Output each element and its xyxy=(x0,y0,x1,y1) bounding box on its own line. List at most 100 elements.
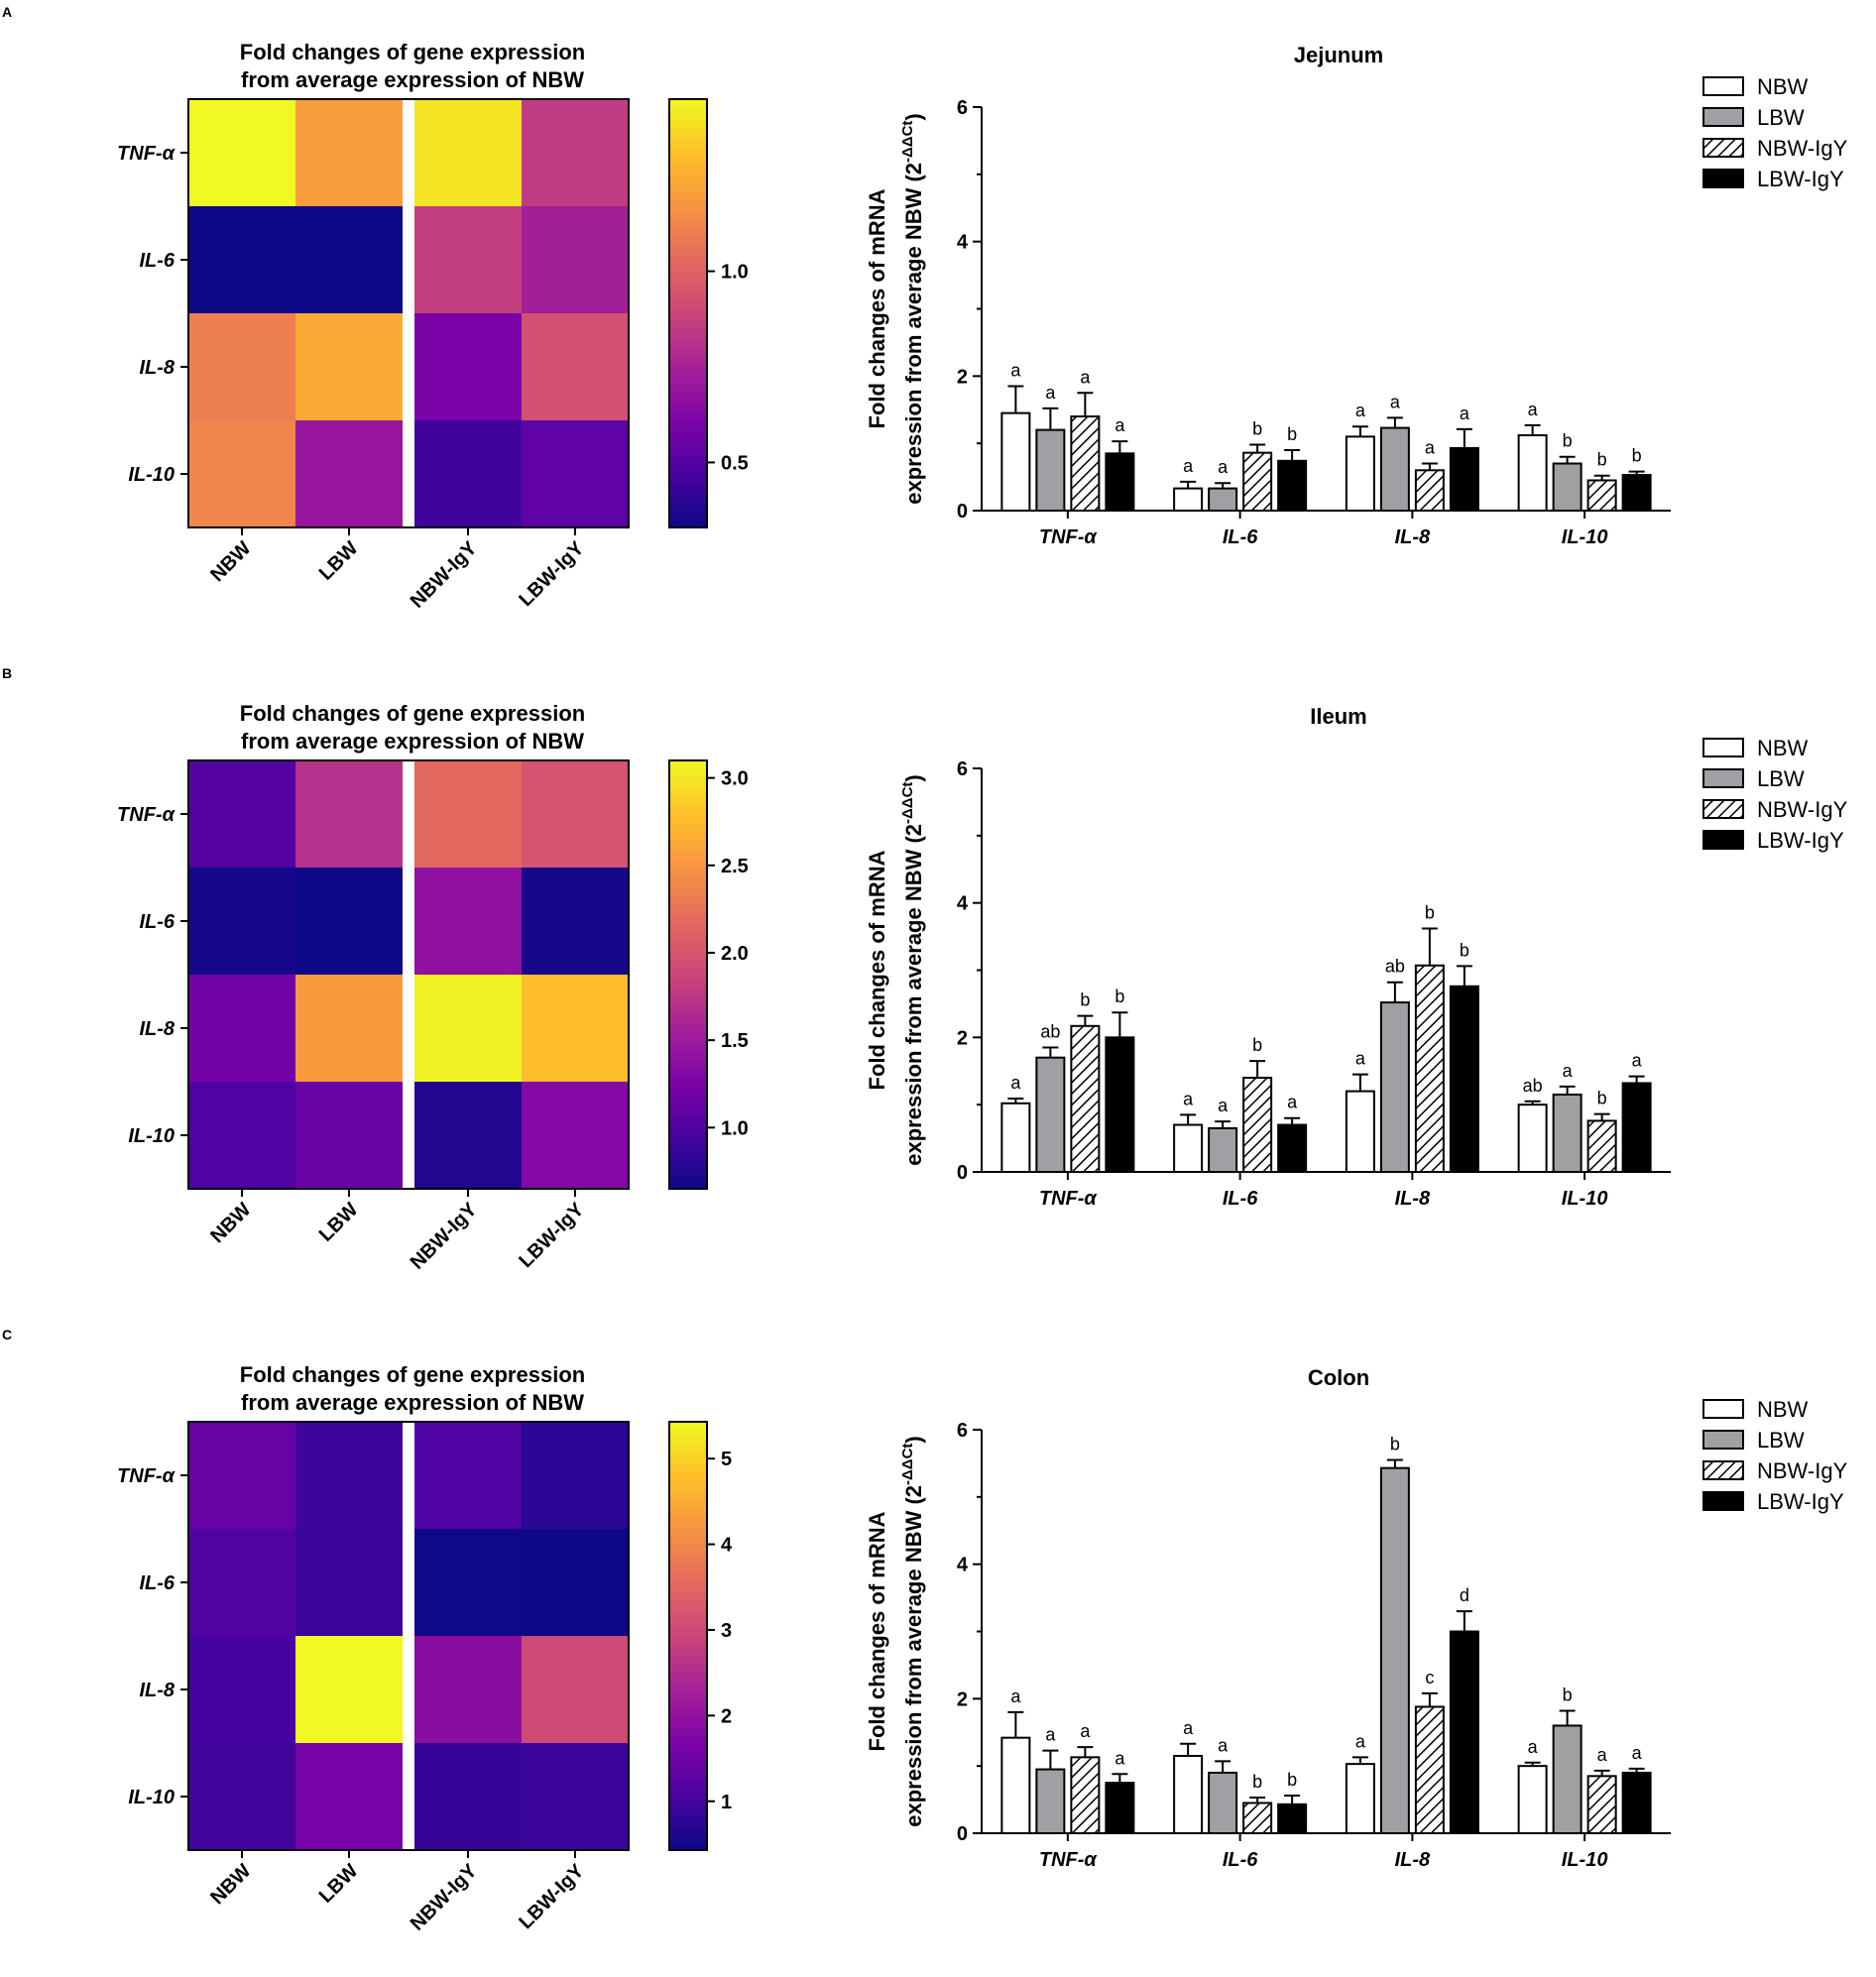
x-tick-label: IL-8 xyxy=(1395,1188,1431,1210)
colorbar-segment xyxy=(669,1771,707,1780)
heatmap: Fold changes of gene expression from aver… xyxy=(117,701,749,1274)
heatmap-cell xyxy=(295,760,403,868)
heatmap-title: from average expression of NBW xyxy=(241,729,584,754)
colorbar-segment xyxy=(669,234,707,243)
panel-label: C xyxy=(2,1327,13,1342)
y-tick-label: 6 xyxy=(957,97,968,119)
colorbar-segment xyxy=(669,868,707,875)
legend-swatch xyxy=(1702,799,1744,819)
y-label-close: ) xyxy=(901,113,926,120)
colorbar-segment xyxy=(669,1017,707,1025)
colorbar-segment xyxy=(669,242,707,250)
colorbar-segment xyxy=(669,1643,707,1651)
colorbar-segment xyxy=(669,177,707,185)
significance-letter: a xyxy=(1010,1686,1021,1706)
significance-letter: a xyxy=(1632,1051,1643,1071)
colorbar-segment xyxy=(669,406,707,414)
heatmap-cell xyxy=(295,313,403,420)
bar xyxy=(1517,1104,1548,1173)
y-label-line: expression from average NBW (2 xyxy=(901,1485,926,1827)
colorbar-segment xyxy=(669,1174,707,1183)
colorbar-segment xyxy=(669,1103,707,1111)
bar-chart: Colon Fold changes of mRNA expression from… xyxy=(865,1365,1848,1871)
significance-letter: a xyxy=(1425,438,1436,458)
colorbar-tick-label: 2.0 xyxy=(721,943,749,965)
colorbar-segment xyxy=(669,127,707,136)
significance-letter: b xyxy=(1252,1772,1262,1792)
colorbar-segment xyxy=(669,1664,707,1673)
heatmap-cell xyxy=(414,99,522,206)
colorbar-segment xyxy=(669,1010,707,1018)
colorbar-segment xyxy=(669,249,707,257)
bar xyxy=(1070,1024,1101,1173)
colorbar-tick-label: 1 xyxy=(721,1792,732,1813)
colorbar-segment xyxy=(669,924,707,933)
colorbar-segment xyxy=(669,988,707,997)
colorbar-segment xyxy=(669,1757,707,1766)
col-label: LBW xyxy=(315,1860,363,1908)
significance-letter: a xyxy=(1183,456,1194,476)
colorbar-segment xyxy=(669,1543,707,1552)
significance-letter: b xyxy=(1287,424,1297,444)
heatmap-cell xyxy=(295,1743,403,1850)
colorbar-segment xyxy=(669,298,707,307)
colorbar-segment xyxy=(669,1806,707,1815)
legend-label: LBW-IgY xyxy=(1757,828,1844,853)
colorbar-segment xyxy=(669,1557,707,1566)
legend-label: LBW-IgY xyxy=(1757,1489,1844,1514)
panel-label: A xyxy=(2,4,13,20)
legend-swatch xyxy=(1702,138,1744,158)
row-label: TNF-α xyxy=(117,1465,176,1487)
heatmap-cell xyxy=(522,868,629,975)
colorbar-segment xyxy=(669,895,707,904)
legend-swatch xyxy=(1702,169,1744,188)
bar xyxy=(1000,1102,1031,1173)
y-tick-label: 2 xyxy=(957,1688,968,1710)
colorbar-segment xyxy=(669,1550,707,1559)
row-label: IL-10 xyxy=(128,1787,175,1808)
bar xyxy=(1242,451,1273,512)
colorbar-segment xyxy=(669,420,707,428)
bar xyxy=(1621,1082,1652,1173)
heatmap-cell xyxy=(522,1422,629,1529)
heatmap-cell xyxy=(414,1743,522,1850)
heatmap-cell xyxy=(188,1636,295,1743)
colorbar-segment xyxy=(669,1764,707,1773)
x-tick-label: IL-8 xyxy=(1395,1849,1431,1871)
colorbar-segment xyxy=(669,1707,707,1715)
col-label: NBW xyxy=(206,537,255,586)
bar xyxy=(1035,1056,1066,1173)
bar xyxy=(1105,452,1135,513)
colorbar-segment xyxy=(669,1699,707,1708)
colorbar-segment xyxy=(669,796,707,804)
colorbar-segment xyxy=(669,142,707,150)
x-tick-label: IL-8 xyxy=(1395,526,1431,548)
chart-title: Colon xyxy=(1308,1365,1369,1390)
colorbar-segment xyxy=(669,810,707,819)
colorbar-segment xyxy=(669,356,707,364)
colorbar-segment xyxy=(669,285,707,292)
bar xyxy=(1277,1803,1308,1834)
colorbar-segment xyxy=(669,1714,707,1722)
colorbar-segment xyxy=(669,1578,707,1587)
col-label: LBW xyxy=(315,537,363,585)
panel-b-charts: Fold changes of gene expression from aver… xyxy=(117,701,1848,1274)
heatmap-title: Fold changes of gene expression xyxy=(240,701,585,726)
colorbar-segment xyxy=(669,982,707,989)
colorbar-segment xyxy=(669,967,707,976)
heatmap-cell xyxy=(414,868,522,975)
colorbar-segment xyxy=(669,1471,707,1480)
heatmap-cell xyxy=(414,975,522,1082)
colorbar-segment xyxy=(669,1138,707,1147)
significance-letter: a xyxy=(1355,401,1366,420)
colorbar-segment xyxy=(669,995,707,1004)
chart-title: Ileum xyxy=(1310,704,1366,729)
heatmap-cell xyxy=(188,868,295,975)
colorbar-segment xyxy=(669,1082,707,1090)
colorbar-segment xyxy=(669,1835,707,1844)
bar xyxy=(1345,435,1375,512)
row-label: TNF-α xyxy=(117,143,176,165)
colorbar-segment xyxy=(669,1160,707,1168)
colorbar-segment xyxy=(669,788,707,797)
colorbar-segment xyxy=(669,1024,707,1033)
